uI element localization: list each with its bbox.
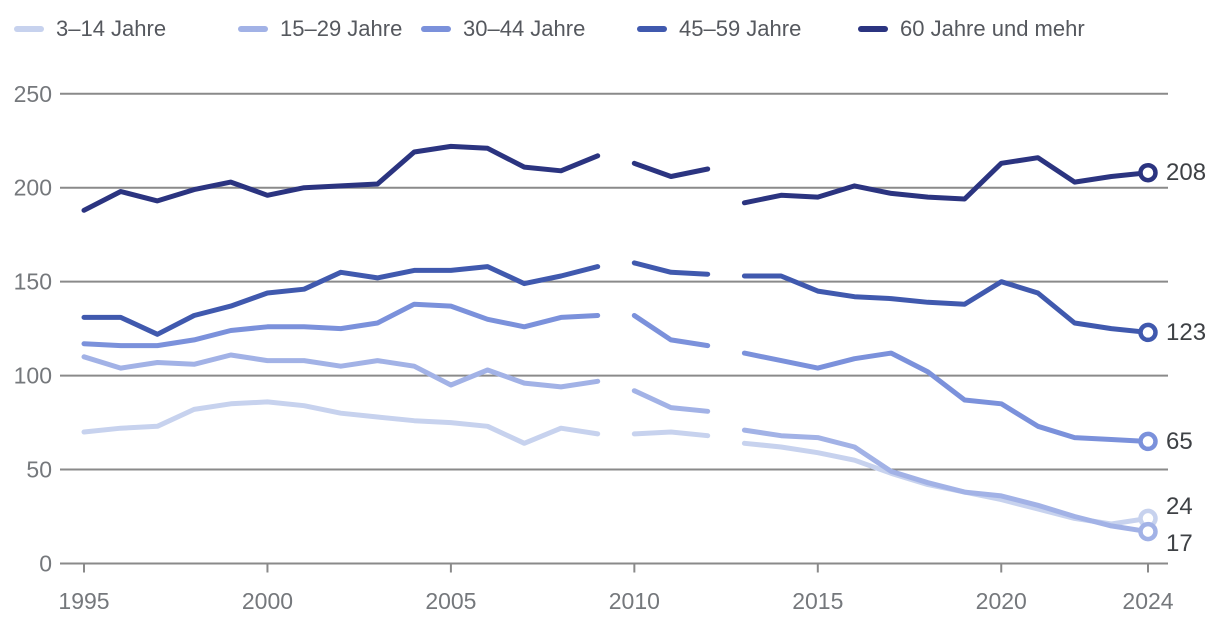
end-marker-15-29-jahre <box>1138 521 1158 542</box>
legend-item-3-14-jahre: 3–14 Jahre <box>14 16 166 42</box>
end-value-label-45-59-jahre: 123 <box>1166 319 1206 346</box>
legend-item-45-59-jahre: 45–59 Jahre <box>637 16 801 42</box>
x-axis-label-2024: 2024 <box>1122 588 1173 614</box>
end-value-label-30-44-jahre: 65 <box>1166 428 1193 455</box>
end-marker-30-44-jahre <box>1138 431 1158 452</box>
legend-swatch-icon <box>14 26 44 32</box>
y-axis-label-250: 250 <box>14 81 52 107</box>
legend-item-60-jahre-und-mehr: 60 Jahre und mehr <box>858 16 1085 42</box>
line-15-29-jahre-segment-3 <box>741 427 1151 535</box>
end-marker-60-jahre-und-mehr <box>1138 162 1158 183</box>
line-60-jahre-und-mehr-segment-3 <box>741 155 1151 206</box>
line-45-59-jahre-segment-2 <box>631 260 711 277</box>
line-3-14-jahre-segment-3 <box>741 440 1151 527</box>
line-45-59-jahre-segment-1 <box>81 264 601 337</box>
y-axis-label-50: 50 <box>26 457 52 483</box>
end-value-label-3-14-jahre: 24 <box>1166 493 1193 520</box>
legend-swatch-icon <box>238 26 268 32</box>
end-marker-45-59-jahre <box>1138 322 1158 343</box>
y-axis-label-200: 200 <box>14 175 52 201</box>
legend-label: 45–59 Jahre <box>679 16 802 41</box>
legend-item-15-29-jahre: 15–29 Jahre <box>238 16 402 42</box>
line-45-59-jahre-segment-3 <box>741 273 1151 335</box>
x-axis-label-2005: 2005 <box>425 588 476 614</box>
end-value-label-15-29-jahre: 17 <box>1166 530 1193 557</box>
x-axis-label-2000: 2000 <box>242 588 293 614</box>
line-30-44-jahre-segment-3 <box>741 350 1151 444</box>
line-3-14-jahre-segment-2 <box>631 429 711 439</box>
legend-label: 60 Jahre und mehr <box>900 16 1085 41</box>
x-axis-label-2015: 2015 <box>792 588 843 614</box>
line-30-44-jahre-segment-2 <box>631 313 711 349</box>
y-axis-label-100: 100 <box>14 363 52 389</box>
y-axis-label-0: 0 <box>39 551 52 577</box>
legend-label: 15–29 Jahre <box>280 16 403 41</box>
legend-swatch-icon <box>637 26 667 32</box>
x-axis-label-1995: 1995 <box>58 588 109 614</box>
legend-label: 30–44 Jahre <box>463 16 586 41</box>
chart-legend: 3–14 Jahre 15–29 Jahre 30–44 Jahre 45–59 Ja… <box>0 0 1220 58</box>
legend-swatch-icon <box>421 26 451 32</box>
legend-swatch-icon <box>858 26 888 32</box>
legend-item-30-44-jahre: 30–44 Jahre <box>421 16 585 42</box>
line-15-29-jahre-segment-2 <box>631 388 711 414</box>
x-axis-label-2020: 2020 <box>976 588 1027 614</box>
y-axis-label-150: 150 <box>14 269 52 295</box>
line-60-jahre-und-mehr-segment-1 <box>81 143 601 213</box>
line-3-14-jahre-segment-1 <box>81 399 601 446</box>
line-30-44-jahre-segment-1 <box>81 301 601 349</box>
line-60-jahre-und-mehr-segment-2 <box>631 160 711 179</box>
legend-label: 3–14 Jahre <box>56 16 167 41</box>
x-axis-label-2010: 2010 <box>609 588 660 614</box>
line-15-29-jahre-segment-1 <box>81 352 601 390</box>
end-value-label-60-jahre-und-mehr: 208 <box>1166 159 1206 186</box>
